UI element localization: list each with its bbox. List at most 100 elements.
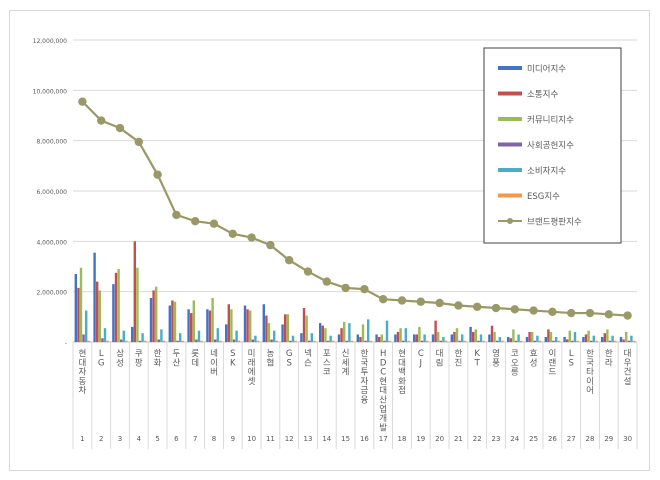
bar-6 xyxy=(426,340,429,342)
bar-4 xyxy=(176,340,179,342)
bar-4 xyxy=(533,340,536,342)
bar-1 xyxy=(243,305,247,342)
rank-label: 18 xyxy=(398,435,407,443)
rank-label: 23 xyxy=(492,435,501,443)
rank-label: 3 xyxy=(118,435,122,443)
bar-4 xyxy=(571,340,574,342)
bar-2 xyxy=(547,329,550,342)
bar-4 xyxy=(590,340,593,342)
bar-4 xyxy=(232,339,236,342)
brand-index-point xyxy=(435,298,444,308)
bar-3 xyxy=(136,267,139,342)
bar-5 xyxy=(273,330,276,342)
bar-2 xyxy=(77,287,80,342)
brand-index-point xyxy=(247,233,256,242)
bar-2 xyxy=(284,314,287,342)
bar-1 xyxy=(356,334,359,342)
bar-5 xyxy=(367,319,370,342)
bar-4 xyxy=(326,340,330,342)
brand-index-point xyxy=(510,305,519,314)
bar-3 xyxy=(625,331,628,342)
legend-swatch xyxy=(498,168,522,172)
bar-3 xyxy=(79,267,83,342)
legend-label: 소통지수 xyxy=(527,90,558,100)
bar-3 xyxy=(305,315,308,342)
bar-3 xyxy=(324,328,327,342)
bar-6 xyxy=(632,340,636,342)
y-tick-label: 12,000,000 xyxy=(33,38,68,45)
brand-index-point xyxy=(266,240,275,250)
bar-5 xyxy=(611,335,614,342)
bar-6 xyxy=(538,340,542,342)
bar-4 xyxy=(214,339,217,342)
bar-1 xyxy=(93,252,96,342)
rank-label: 4 xyxy=(137,435,142,443)
bar-1 xyxy=(469,326,472,342)
rank-label: 28 xyxy=(586,435,595,443)
bar-4 xyxy=(195,339,198,342)
bar-2 xyxy=(453,331,456,342)
bar-5 xyxy=(254,335,257,342)
bar-4 xyxy=(251,339,254,342)
bar-1 xyxy=(525,336,529,342)
bar-4 xyxy=(627,340,630,342)
bar-1 xyxy=(337,334,341,342)
bar-4 xyxy=(458,340,461,342)
legend-label: 소비자지수 xyxy=(527,167,566,177)
rank-label: 16 xyxy=(360,435,369,443)
bar-4 xyxy=(138,340,142,342)
chart-frame: - 2,000,000 4,000,000 6,000,000 8,000,000 10,… xyxy=(9,10,650,471)
bar-6 xyxy=(388,340,391,342)
bar-2 xyxy=(227,304,230,342)
bar-3 xyxy=(361,324,365,342)
rank-label: 13 xyxy=(304,435,313,443)
rank-label: 27 xyxy=(567,435,576,443)
bar-1 xyxy=(112,284,115,342)
bar-4 xyxy=(383,340,386,342)
bar-1 xyxy=(544,336,547,342)
rank-label: 29 xyxy=(604,435,613,443)
bar-3 xyxy=(173,301,177,342)
rank-label: 19 xyxy=(416,435,425,443)
rank-label: 15 xyxy=(341,435,350,443)
rank-label: 8 xyxy=(212,435,216,443)
bar-6 xyxy=(595,340,598,342)
bar-6 xyxy=(162,340,166,342)
bar-5 xyxy=(85,310,88,342)
legend-swatch xyxy=(498,117,522,121)
bar-1 xyxy=(74,274,77,342)
bar-5 xyxy=(461,334,464,342)
bar-5 xyxy=(103,328,107,342)
bar-1 xyxy=(394,334,397,342)
bar-6 xyxy=(369,340,372,342)
chart-svg: - 2,000,000 4,000,000 6,000,000 8,000,000 10,… xyxy=(33,38,638,449)
bar-3 xyxy=(512,329,515,342)
bar-5 xyxy=(160,329,163,342)
bar-2 xyxy=(96,281,99,342)
legend-label: 사회공헌지수 xyxy=(527,141,574,151)
bar-6 xyxy=(463,340,466,342)
bar-2 xyxy=(415,334,418,342)
bar-1 xyxy=(450,334,453,342)
bar-1 xyxy=(563,336,566,342)
bar-1 xyxy=(206,309,209,342)
bar-1 xyxy=(319,323,322,342)
bar-2 xyxy=(359,336,362,342)
bar-1 xyxy=(187,309,190,342)
bar-5 xyxy=(385,320,389,342)
legend-swatch xyxy=(498,193,522,198)
bar-6 xyxy=(200,340,203,342)
rank-label: 12 xyxy=(285,435,294,443)
bar-5 xyxy=(235,330,238,342)
brand-index-point xyxy=(416,297,425,306)
bar-2 xyxy=(208,310,212,342)
bar-4 xyxy=(420,340,424,342)
bar-1 xyxy=(507,336,510,342)
bar-5 xyxy=(122,330,125,342)
